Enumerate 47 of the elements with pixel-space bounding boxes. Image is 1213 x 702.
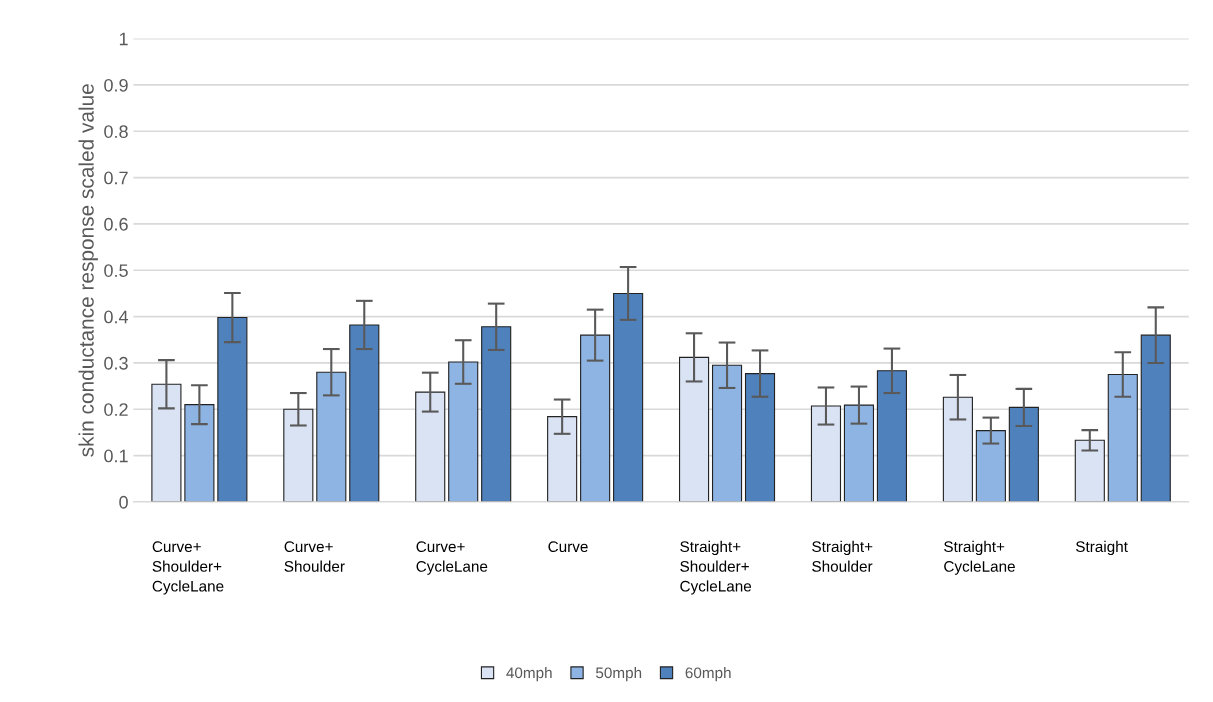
x-tick-label: Straight+ CycleLane bbox=[944, 540, 1015, 575]
y-tick-label: 1 bbox=[119, 32, 128, 46]
x-tick-label: Curve bbox=[548, 541, 588, 553]
bar bbox=[316, 371, 347, 502]
y-tick-label: 0.4 bbox=[104, 310, 129, 324]
y-tick-label: 0.2 bbox=[104, 403, 128, 416]
x-tick-label: Curve+ Shoulder bbox=[284, 541, 345, 572]
bar bbox=[580, 334, 611, 502]
bar bbox=[711, 364, 743, 502]
bar bbox=[613, 292, 644, 502]
x-tick-label: Straight+ Shoulder bbox=[812, 540, 873, 572]
bar bbox=[876, 370, 907, 502]
bar bbox=[975, 430, 1006, 502]
bar bbox=[415, 391, 446, 502]
y-tick-label: 0.9 bbox=[104, 78, 128, 92]
bar bbox=[1074, 439, 1105, 502]
y-tick-label: 0.3 bbox=[104, 356, 128, 370]
bar bbox=[448, 361, 479, 502]
y-tick-label: 0.6 bbox=[104, 217, 128, 231]
y-tick-label: 0.7 bbox=[104, 171, 128, 185]
bar bbox=[217, 316, 248, 502]
y-tick-label: 0.8 bbox=[104, 125, 128, 138]
legend-label: 40mph bbox=[506, 666, 552, 682]
legend-label: 50mph bbox=[595, 666, 642, 682]
bar bbox=[1140, 334, 1171, 502]
x-tick-label: Curve+ Shoulder+ CycleLane bbox=[152, 541, 224, 595]
bar bbox=[1107, 373, 1138, 502]
bar bbox=[481, 326, 512, 502]
x-tick-label: Curve+ CycleLane bbox=[416, 541, 488, 575]
bar bbox=[810, 405, 842, 502]
bar bbox=[283, 408, 314, 502]
legend-label: 60mph bbox=[685, 666, 731, 682]
x-tick-label: Straight+ Shoulder+ CycleLane bbox=[680, 540, 752, 595]
y-axis-title: skin conductance response scaled value bbox=[78, 84, 98, 457]
bar bbox=[843, 404, 875, 502]
y-tick-label: 0.5 bbox=[104, 264, 128, 277]
bar bbox=[1008, 406, 1039, 502]
bar bbox=[547, 416, 578, 502]
y-tick-label: 0.1 bbox=[104, 449, 128, 463]
bar bbox=[349, 324, 380, 502]
bar bbox=[744, 373, 776, 502]
bar bbox=[678, 356, 710, 502]
bar bbox=[184, 404, 215, 502]
bar bbox=[942, 396, 973, 502]
y-tick-label: 0 bbox=[119, 495, 128, 509]
x-tick-label: Straight bbox=[1075, 540, 1128, 556]
bar bbox=[151, 383, 182, 502]
